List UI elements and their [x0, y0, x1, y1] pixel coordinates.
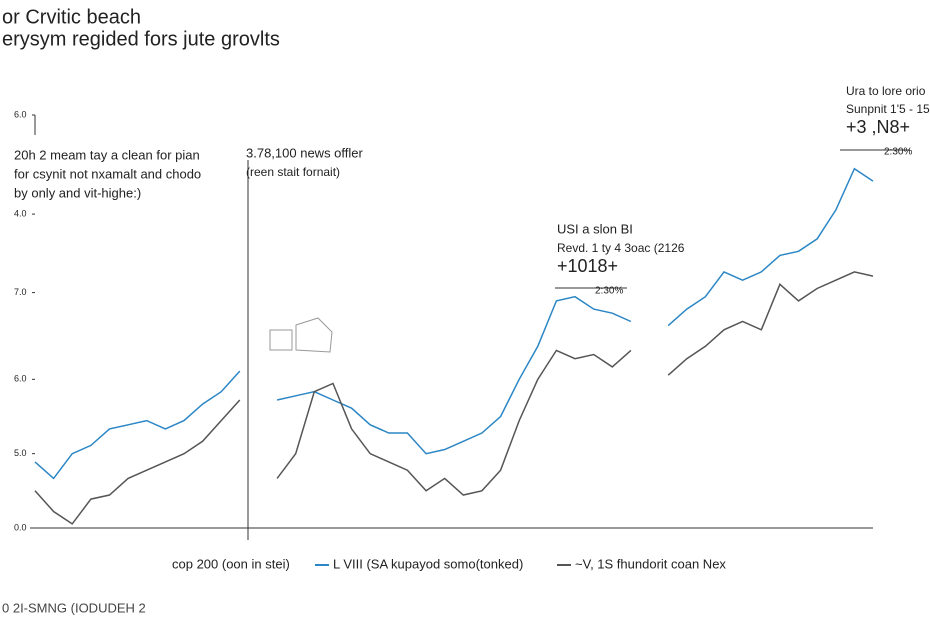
- annotation: 3.78,100 news offler: [246, 145, 364, 160]
- annotation: Ura to lore orio: [846, 84, 926, 98]
- legend-label: cop 200 (oon in stei): [172, 556, 290, 571]
- y-tick-label: 6.0: [14, 374, 27, 384]
- annotation: +1018+: [557, 256, 618, 276]
- icon: [269, 317, 333, 353]
- annotation: Revd. 1 ty 4 3oac (2126: [557, 241, 685, 255]
- annotation: 20h 2 meam tay a clean for pian: [14, 147, 200, 162]
- line-series: [34, 167, 874, 480]
- annotation: Sunpnit 1'5 - 15u: [846, 102, 930, 116]
- annotation: (reen stait fornait): [246, 165, 340, 179]
- chart-subtitle: erysym regided fors jute grovlts: [2, 28, 280, 50]
- annotation: +3 ,N8+: [846, 117, 910, 137]
- annotation: for csynit not nxamalt and chodo: [14, 166, 201, 181]
- annotation: USI a slon BI: [557, 221, 633, 236]
- y-tick-label: 5.0: [14, 448, 27, 458]
- legend-label: L VIII (SA kupayod somo(tonked): [333, 556, 523, 571]
- y-tick-label: 0.0: [14, 522, 27, 532]
- y-tick-label: 4.0: [14, 208, 27, 218]
- legend-label: ~V, 1S fhundorit coan Nex: [575, 556, 726, 571]
- y-tick-label: 6.0: [14, 109, 27, 119]
- annotation: 2:30%: [595, 286, 623, 297]
- annotation: 2:30%: [884, 147, 912, 158]
- annotation: by only and vit-highe:): [14, 185, 141, 200]
- line-series: [34, 271, 874, 525]
- footer: 0 2I-SMNG (IODUDEH 2: [2, 600, 146, 615]
- chart-title: or Crvitic beach: [2, 6, 141, 28]
- y-tick-label: 7.0: [14, 287, 27, 297]
